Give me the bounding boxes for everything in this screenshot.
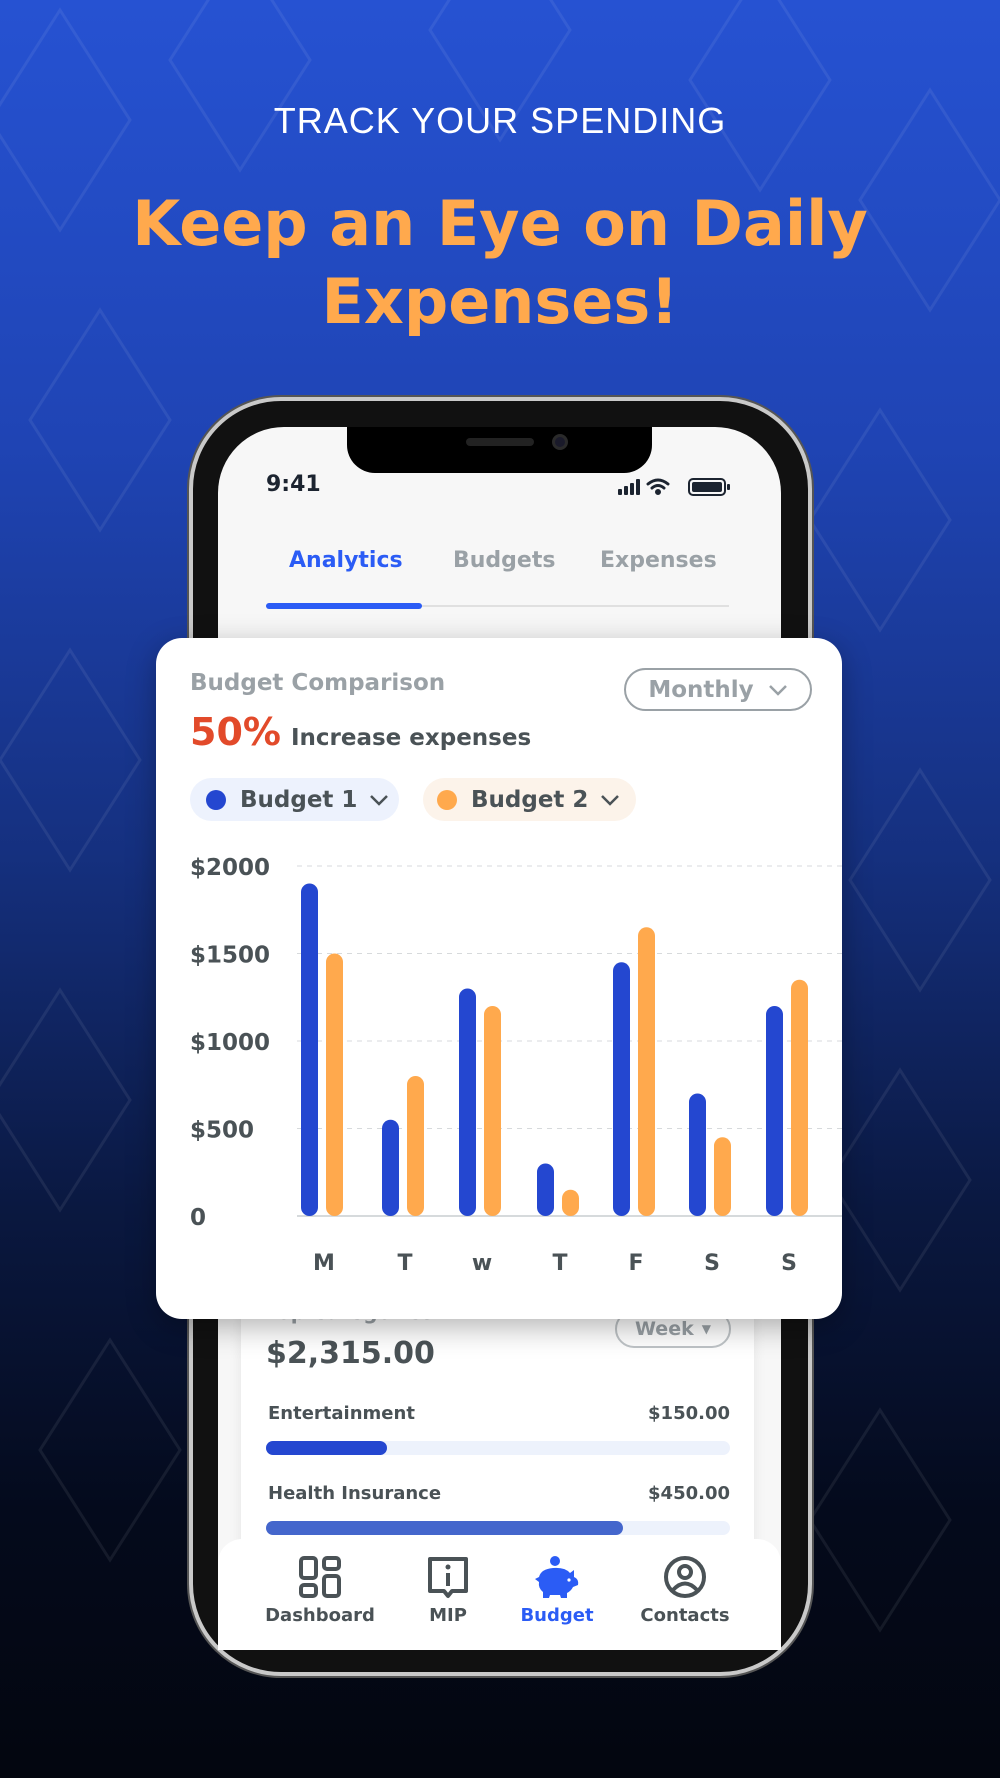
user-circle-icon [664, 1556, 706, 1598]
tab-analytics[interactable]: Analytics [289, 548, 403, 573]
y-tick-label: $500 [190, 1118, 254, 1144]
legend-dot [206, 789, 226, 810]
budget-2-selector[interactable]: Budget 2 [423, 778, 636, 821]
legend-dot [437, 789, 457, 810]
diamond-shape [848, 767, 992, 993]
bar-budget-2 [326, 953, 343, 1216]
x-tick-label: w [472, 1251, 492, 1276]
grid-icon [299, 1556, 341, 1598]
budget-1-selector[interactable]: Budget 1 [190, 778, 399, 821]
nav-budget[interactable]: Budget [492, 1555, 622, 1626]
top-categories-total: $2,315.00 [266, 1336, 435, 1371]
x-tick-label: F [628, 1251, 643, 1276]
camera [552, 434, 568, 450]
y-tick-label: 0 [190, 1205, 206, 1231]
diamond-shape [688, 0, 832, 193]
diamond-shape [38, 1337, 182, 1563]
diamond-shape [168, 0, 312, 173]
bar-budget-2 [714, 1137, 731, 1216]
bar-budget-1 [766, 1006, 783, 1216]
status-icons [618, 478, 730, 496]
diamond-shape [808, 407, 952, 633]
headline: Keep an Eye on Daily Expenses! [0, 185, 1000, 341]
bottom-nav: Dashboard MIP Budget Contacts [218, 1539, 781, 1650]
nav-mip[interactable]: MIP [383, 1555, 513, 1626]
legend-label: Budget 2 [471, 786, 589, 813]
diamond-shape [0, 987, 132, 1213]
bar-budget-1 [301, 883, 318, 1216]
category-amount: $450.00 [648, 1483, 730, 1504]
notch [347, 427, 652, 473]
progress-fill [266, 1441, 387, 1455]
category-progress-bar [266, 1441, 730, 1455]
x-tick-label: T [397, 1251, 412, 1276]
signal-icon [618, 479, 640, 495]
bar-budget-1 [537, 1163, 554, 1216]
nav-label: MIP [429, 1605, 467, 1626]
diamond-shape [28, 307, 172, 533]
chevron-down-icon [768, 684, 787, 696]
bar-budget-1 [382, 1119, 399, 1216]
headline-line-1: Keep an Eye on Daily [132, 187, 868, 260]
x-tick-label: S [781, 1251, 797, 1276]
top-categories-card [241, 1290, 754, 1560]
tab-budgets[interactable]: Budgets [453, 548, 556, 573]
category-label: Health Insurance [268, 1483, 442, 1504]
y-tick-label: $1500 [190, 943, 270, 969]
chevron-down-icon [601, 794, 620, 806]
bar-budget-2 [407, 1076, 424, 1216]
week-label: Week [635, 1318, 694, 1340]
diamond-shape [858, 87, 1000, 313]
category-progress-bar [266, 1521, 730, 1535]
bar-budget-1 [613, 962, 630, 1216]
period-dropdown[interactable]: Monthly [624, 668, 812, 711]
y-tick-label: $2000 [190, 855, 270, 881]
status-time: 9:41 [266, 472, 321, 497]
change-label: Increase expenses [290, 725, 532, 751]
nav-contacts[interactable]: Contacts [620, 1555, 750, 1626]
wifi-icon [646, 478, 670, 495]
card-title: Budget Comparison [190, 670, 446, 696]
bar-budget-1 [459, 988, 476, 1216]
y-tick-label: $1000 [190, 1030, 270, 1056]
x-tick-label: T [552, 1251, 567, 1276]
bar-budget-2 [562, 1189, 579, 1216]
tab-divider [266, 605, 729, 607]
nav-label: Contacts [640, 1605, 730, 1626]
legend-label: Budget 1 [240, 786, 358, 813]
category-label: Entertainment [268, 1403, 415, 1424]
progress-fill [266, 1521, 624, 1535]
bar-budget-2 [638, 927, 655, 1216]
nav-label: Budget [520, 1605, 594, 1626]
change-summary: 50% Increase expenses [190, 710, 531, 754]
eyebrow-text: TRACK YOUR SPENDING [273, 100, 727, 141]
active-tab-indicator [266, 603, 422, 609]
diamond-shape [428, 0, 572, 143]
piggy-bank-icon [535, 1556, 579, 1598]
bar-budget-1 [689, 1093, 706, 1216]
diamond-shape [0, 7, 132, 233]
period-label: Monthly [648, 676, 754, 703]
x-tick-label: S [704, 1251, 720, 1276]
change-value: 50% [190, 710, 281, 754]
bar-budget-2 [484, 1006, 501, 1216]
headline-line-2: Expenses! [321, 265, 679, 338]
diamond-shape [828, 1067, 972, 1293]
battery-icon [688, 478, 730, 496]
info-icon [428, 1557, 468, 1598]
nav-dashboard[interactable]: Dashboard [255, 1555, 385, 1626]
chevron-down-icon [370, 794, 389, 806]
tab-expenses[interactable]: Expenses [600, 548, 717, 573]
diamond-shape [0, 647, 142, 873]
speaker [466, 438, 534, 446]
bar-budget-2 [791, 979, 808, 1216]
diamond-shape [808, 1407, 952, 1633]
nav-label: Dashboard [265, 1605, 375, 1626]
category-amount: $150.00 [648, 1403, 730, 1424]
chevron-down-icon: ▼ [701, 1322, 711, 1336]
x-tick-label: M [313, 1251, 335, 1276]
